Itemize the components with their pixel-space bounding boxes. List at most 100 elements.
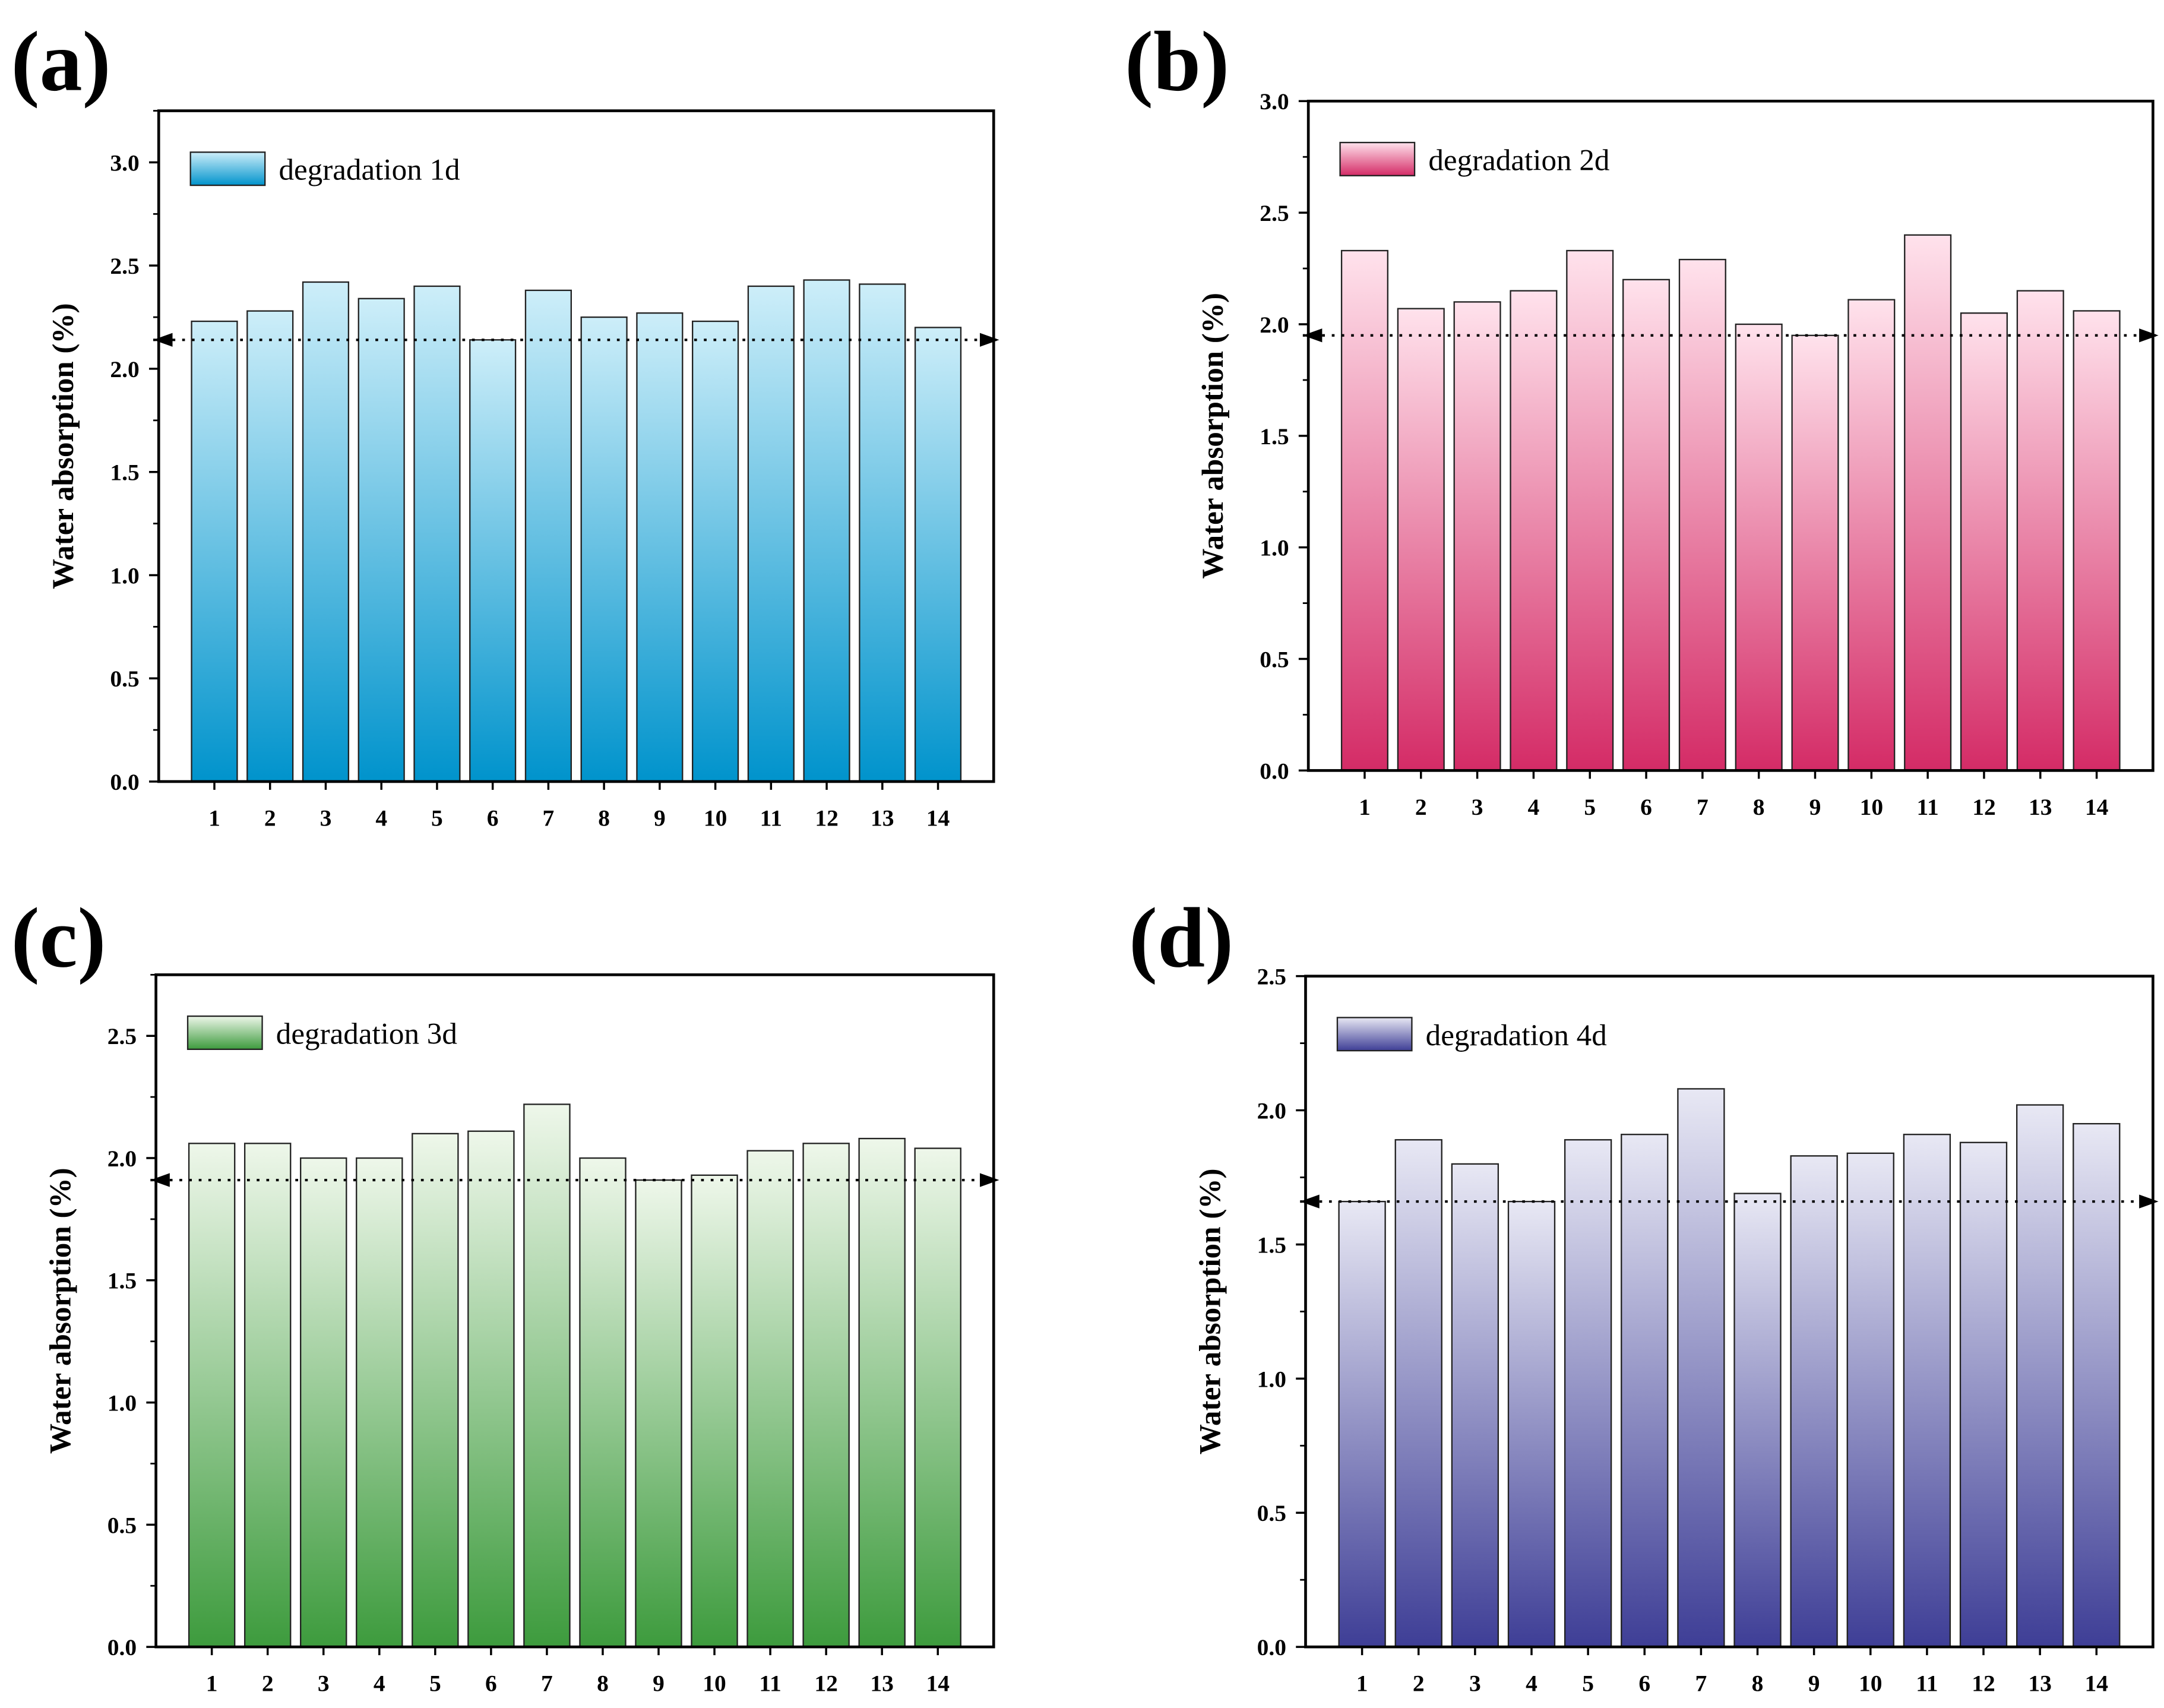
x-tick-label: 6 — [1640, 794, 1652, 820]
arrow-right-icon — [980, 1173, 999, 1187]
bar — [1397, 308, 1445, 771]
panel-label: (a) — [11, 15, 111, 109]
bar — [246, 310, 294, 783]
bar — [1960, 312, 2008, 771]
bar — [1510, 290, 1558, 771]
x-tick-label: 2 — [262, 1670, 274, 1696]
y-tick-label: 0.0 — [110, 769, 139, 795]
x-tick-label: 6 — [487, 805, 499, 831]
legend-swatch — [189, 151, 266, 186]
x-tick-label: 11 — [759, 1670, 781, 1696]
arrow-right-icon — [980, 333, 999, 347]
x-tick-label: 5 — [429, 1670, 441, 1696]
x-tick-label: 12 — [1972, 1670, 1995, 1696]
x-tick-label: 5 — [431, 805, 443, 831]
legend-swatch — [186, 1015, 263, 1051]
bar — [1904, 234, 1952, 771]
y-tick-label: 1.0 — [110, 562, 139, 589]
x-tick-label: 11 — [1916, 1670, 1938, 1696]
bar — [803, 279, 850, 783]
x-tick-label: 12 — [815, 805, 839, 831]
legend-swatch — [1336, 1017, 1413, 1052]
bar — [746, 1150, 794, 1648]
x-tick-label: 10 — [703, 1670, 726, 1696]
x-tick-label: 14 — [926, 1670, 950, 1696]
x-tick-label: 6 — [1638, 1670, 1650, 1696]
y-tick-label: 1.5 — [107, 1268, 137, 1294]
x-tick-label: 6 — [485, 1670, 497, 1696]
bar — [1338, 1201, 1386, 1648]
plot-frame — [157, 109, 995, 783]
bar — [357, 298, 405, 783]
panel-a: (a)0.00.51.01.52.02.53.01 2 3 4 5 6 7 8 9 10 11 12 1… — [11, 15, 999, 831]
legend-label: degradation 3d — [276, 1017, 457, 1051]
y-tick-label: 3.0 — [1260, 88, 1289, 115]
y-axis-label: Water absorption (%) — [46, 303, 80, 589]
bar — [524, 289, 572, 783]
bar — [635, 1179, 682, 1648]
bar — [413, 285, 461, 783]
panel-b: (b)0.00.51.01.52.02.53.01 2 3 4 5 6 7 8 9 10 11 12 1… — [1125, 15, 2159, 820]
y-tick-label: 1.0 — [107, 1390, 137, 1416]
bar — [636, 312, 684, 783]
bar — [1735, 323, 1783, 771]
panel-label: (d) — [1129, 891, 1233, 985]
bar — [2073, 310, 2121, 771]
bar — [1847, 299, 1896, 771]
bar — [1791, 334, 1839, 771]
y-tick-label: 2.5 — [107, 1023, 137, 1049]
bar — [1790, 1155, 1838, 1648]
y-tick-label: 2.0 — [1257, 1098, 1286, 1124]
bar — [2073, 1122, 2121, 1648]
bar — [302, 281, 350, 783]
x-tick-label: 7 — [543, 805, 555, 831]
bar — [1507, 1201, 1556, 1648]
x-tick-label: 4 — [375, 805, 387, 831]
x-tick-label: 13 — [870, 1670, 894, 1696]
bar — [191, 320, 238, 783]
x-tick-label: 8 — [598, 805, 610, 831]
y-tick-label: 0.5 — [1257, 1500, 1286, 1526]
x-tick-label: 12 — [1972, 794, 1996, 820]
x-tick-label: 4 — [374, 1670, 385, 1696]
bar — [523, 1103, 571, 1648]
x-tick-label: 7 — [1695, 1670, 1707, 1696]
bar — [691, 1174, 738, 1648]
bar — [914, 1147, 961, 1648]
bar — [356, 1157, 403, 1648]
x-tick-label: 14 — [2085, 1670, 2109, 1696]
x-tick-label: 10 — [1859, 1670, 1883, 1696]
arrow-right-icon — [2139, 1194, 2159, 1209]
y-tick-label: 1.0 — [1257, 1366, 1286, 1392]
x-tick-label: 4 — [1526, 1670, 1537, 1696]
bar — [1622, 279, 1671, 771]
bar — [1959, 1141, 2008, 1648]
bar — [1394, 1139, 1442, 1648]
legend-swatch — [1339, 141, 1416, 176]
x-tick-label: 13 — [2028, 1670, 2052, 1696]
x-tick-label: 3 — [320, 805, 332, 831]
arrow-right-icon — [2139, 328, 2159, 343]
y-tick-label: 1.0 — [1260, 535, 1289, 561]
bar — [692, 320, 739, 783]
x-tick-label: 7 — [541, 1670, 553, 1696]
y-tick-label: 2.5 — [1257, 964, 1286, 990]
y-tick-label: 0.0 — [1257, 1634, 1286, 1660]
plot-frame — [154, 973, 995, 1649]
x-tick-label: 10 — [704, 805, 727, 831]
y-tick-label: 2.5 — [110, 253, 139, 279]
x-tick-label: 10 — [1860, 794, 1884, 820]
bar — [412, 1133, 459, 1648]
bar — [1340, 249, 1388, 771]
x-tick-label: 1 — [1359, 794, 1371, 820]
x-tick-label: 13 — [871, 805, 894, 831]
legend-label: degradation 4d — [1426, 1019, 1607, 1052]
bar — [1453, 301, 1501, 771]
x-tick-label: 4 — [1528, 794, 1540, 820]
y-tick-label: 0.5 — [110, 666, 139, 692]
bar — [300, 1157, 347, 1648]
x-tick-label: 12 — [814, 1670, 838, 1696]
y-tick-label: 1.5 — [110, 460, 139, 486]
arrow-left-icon — [153, 333, 173, 347]
x-tick-label: 9 — [1808, 1670, 1820, 1696]
